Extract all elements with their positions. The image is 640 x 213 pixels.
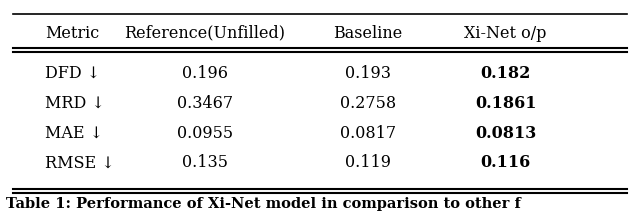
Text: Xi-Net o/p: Xi-Net o/p: [465, 24, 547, 42]
Text: 0.0813: 0.0813: [475, 125, 536, 142]
Text: 0.193: 0.193: [345, 65, 391, 82]
Text: Baseline: Baseline: [333, 24, 403, 42]
Text: 0.0955: 0.0955: [177, 125, 233, 142]
Text: Reference(Unfilled): Reference(Unfilled): [124, 24, 285, 42]
Text: 0.135: 0.135: [182, 154, 228, 171]
Text: RMSE ↓: RMSE ↓: [45, 154, 115, 171]
Text: 0.1861: 0.1861: [475, 95, 536, 112]
Text: Table 1: Performance of Xi-Net model in comparison to other f: Table 1: Performance of Xi-Net model in …: [6, 197, 521, 212]
Text: 0.182: 0.182: [481, 65, 531, 82]
Text: 0.119: 0.119: [345, 154, 391, 171]
Text: 0.3467: 0.3467: [177, 95, 233, 112]
Text: MAE ↓: MAE ↓: [45, 125, 103, 142]
Text: MRD ↓: MRD ↓: [45, 95, 104, 112]
Text: 0.196: 0.196: [182, 65, 228, 82]
Text: Metric: Metric: [45, 24, 99, 42]
Text: 0.116: 0.116: [481, 154, 531, 171]
Text: DFD ↓: DFD ↓: [45, 65, 100, 82]
Text: 0.2758: 0.2758: [340, 95, 396, 112]
Text: 0.0817: 0.0817: [340, 125, 396, 142]
